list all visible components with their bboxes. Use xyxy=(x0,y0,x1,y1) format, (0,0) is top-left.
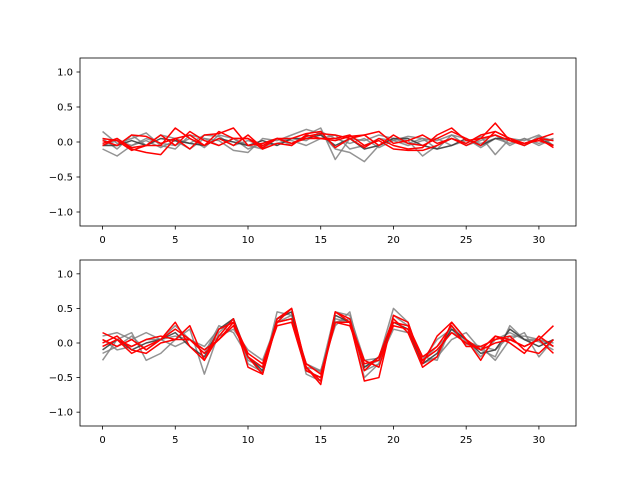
x-tick-label: 0 xyxy=(99,235,105,246)
series-line-2 xyxy=(102,127,554,161)
y-tick-label: 0.0 xyxy=(57,138,73,149)
x-tick-label: 0 xyxy=(99,435,105,446)
series-line-9 xyxy=(102,130,554,156)
x-tick-label: 5 xyxy=(172,435,178,446)
series-line-4 xyxy=(102,134,554,150)
x-tick-label: 30 xyxy=(533,435,546,446)
x-tick-label: 25 xyxy=(460,235,473,246)
x-tick-label: 20 xyxy=(387,435,400,446)
y-tick-label: 1.0 xyxy=(57,269,73,280)
x-tick-label: 15 xyxy=(314,235,327,246)
series-line-1 xyxy=(102,128,554,163)
series-line-9 xyxy=(102,321,554,379)
y-tick-label: 0.5 xyxy=(57,103,73,114)
plot-area xyxy=(102,122,554,163)
x-tick-label: 20 xyxy=(387,235,400,246)
y-tick-label: −0.5 xyxy=(49,173,73,184)
top-subplot: 0 5 10 15 20 25 30 −1.0 −0.5 0.0 0.5 1.0 xyxy=(49,57,577,246)
y-tick-label: −1.0 xyxy=(49,408,73,419)
x-tick-label: 5 xyxy=(172,235,178,246)
y-tick-label: 0.0 xyxy=(57,339,73,350)
y-tick-label: 0.5 xyxy=(57,304,73,315)
y-tick-label: 1.0 xyxy=(57,68,73,79)
y-tick-label: −0.5 xyxy=(49,373,73,384)
x-tick-label: 30 xyxy=(533,235,546,246)
plot-area xyxy=(101,307,555,386)
y-tick-label: −1.0 xyxy=(49,208,73,219)
x-tick-label: 25 xyxy=(460,435,473,446)
x-tick-label: 10 xyxy=(242,235,255,246)
bottom-subplot: 0 5 10 15 20 25 30 −1.0 −0.5 0.0 0.5 1.0 xyxy=(49,259,577,446)
x-tick-label: 15 xyxy=(314,435,327,446)
x-tick-label: 10 xyxy=(242,435,255,446)
